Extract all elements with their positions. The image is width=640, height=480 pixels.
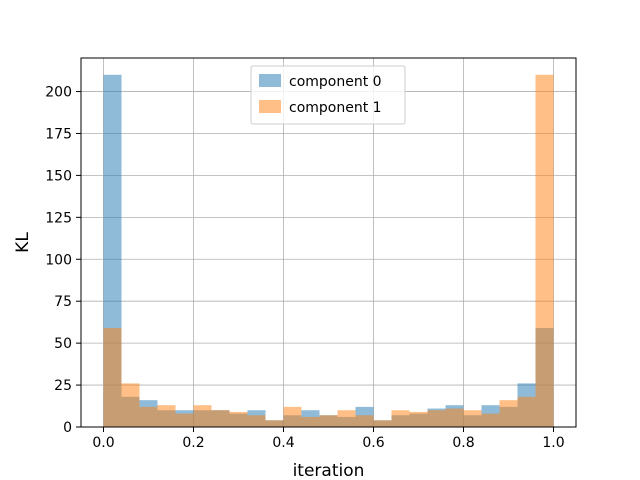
histogram-bar-component-1	[463, 410, 482, 427]
histogram-bar-component-1	[427, 410, 446, 427]
legend-label: component 0	[289, 74, 382, 90]
histogram-bar-component-1	[193, 405, 212, 427]
histogram-bar-component-1	[247, 415, 266, 427]
y-tick-label: 200	[45, 85, 72, 101]
histogram-bar-component-1	[157, 405, 176, 427]
histogram-bar-component-1	[337, 410, 356, 427]
legend: component 0 component 1	[250, 65, 406, 125]
histogram-bar-component-1	[103, 328, 122, 427]
y-tick-label: 150	[45, 168, 72, 184]
x-tick-label: 0.8	[452, 435, 474, 451]
bars	[103, 74, 554, 427]
histogram-bar-component-1	[445, 408, 464, 427]
histogram-bar-component-1	[139, 406, 158, 427]
histogram-bar-component-1	[229, 411, 248, 427]
y-tick-label: 25	[54, 378, 72, 394]
y-tick-label: 125	[45, 210, 72, 226]
legend-box	[250, 65, 406, 125]
y-tick-label: 0	[63, 420, 72, 436]
histogram-bar-component-1	[481, 413, 500, 427]
x-axis-label: iteration	[293, 461, 365, 480]
histogram-bar-component-1	[499, 400, 518, 427]
y-tick-label: 100	[45, 252, 72, 268]
plot-frame	[80, 57, 577, 428]
x-tick-label: 1.0	[542, 435, 564, 451]
histogram-bar-component-1	[121, 383, 140, 427]
histogram-bar-component-1	[535, 74, 554, 427]
histogram-bar-component-1	[319, 415, 338, 427]
histogram-bar-component-1	[211, 410, 230, 427]
legend-swatch	[259, 74, 281, 87]
legend-label: component 1	[289, 100, 382, 116]
histogram-bar-component-1	[391, 410, 410, 427]
histogram-bar-component-1	[283, 406, 302, 427]
y-tick-label: 175	[45, 126, 72, 142]
y-tick-labels: 0 25 50 75 100 125 150 175 200	[45, 85, 72, 436]
histogram-bar-component-1	[517, 396, 536, 427]
histogram-bar-component-1	[355, 415, 374, 427]
histogram-bar-component-1	[373, 420, 392, 427]
histogram-bar-component-1	[301, 416, 320, 427]
x-tick-label: 0.6	[362, 435, 384, 451]
y-axis-label: KL	[13, 232, 33, 253]
x-tick-label: 0.4	[272, 435, 294, 451]
histogram-bar-component-1	[265, 420, 284, 427]
x-tick-labels: 0.0 0.2 0.4 0.6 0.8 1.0	[92, 435, 564, 451]
y-tick-label: 75	[54, 294, 72, 310]
x-tick-label: 0.2	[182, 435, 204, 451]
histogram-bar-component-1	[175, 413, 194, 427]
histogram-bar-component-1	[409, 411, 428, 427]
tick-marks	[76, 91, 554, 432]
legend-swatch	[259, 100, 281, 113]
x-tick-label: 0.0	[92, 435, 114, 451]
y-tick-label: 50	[54, 336, 72, 352]
